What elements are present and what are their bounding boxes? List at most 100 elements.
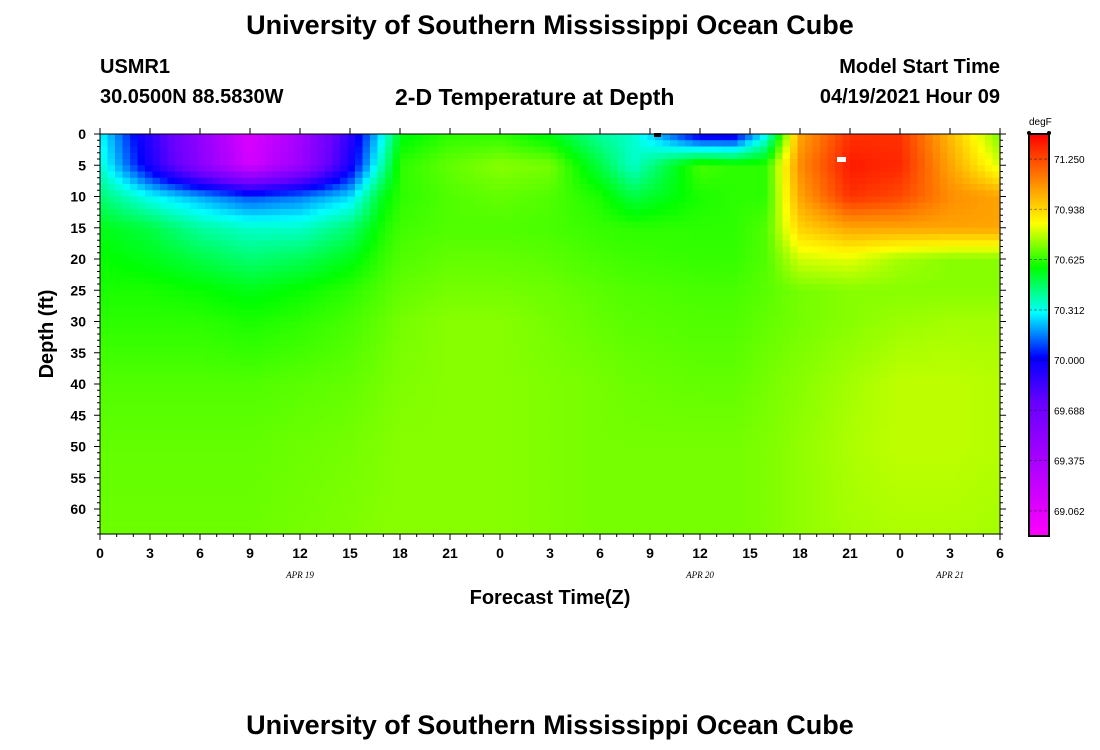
heatmap-cell (535, 327, 544, 335)
heatmap-cell (115, 365, 124, 373)
heatmap-cell (295, 221, 304, 229)
heatmap-cell (677, 221, 686, 229)
heatmap-cell (415, 215, 424, 223)
heatmap-cell (310, 184, 319, 191)
heatmap-cell (497, 227, 506, 235)
heatmap-cell (827, 252, 836, 260)
heatmap-cell (415, 202, 424, 210)
heatmap-cell (482, 252, 491, 260)
heatmap-cell (347, 390, 356, 398)
heatmap-cell (175, 246, 184, 254)
heatmap-cell (370, 140, 379, 148)
heatmap-cell (677, 171, 686, 179)
heatmap-cell (145, 284, 154, 291)
heatmap-cell (662, 252, 671, 260)
heatmap-cell (452, 296, 461, 304)
heatmap-cell (595, 377, 604, 385)
heatmap-cell (820, 215, 829, 223)
heatmap-cell (310, 284, 319, 291)
heatmap-cell (235, 384, 244, 391)
heatmap-cell (152, 196, 161, 204)
heatmap-cell (910, 346, 919, 354)
heatmap-cell (430, 271, 439, 279)
heatmap-cell (835, 240, 844, 248)
heatmap-cell (782, 321, 791, 329)
heatmap-cell (842, 302, 851, 310)
heatmap-cell (100, 346, 109, 354)
heatmap-cell (475, 371, 484, 379)
heatmap-cell (295, 377, 304, 385)
heatmap-cell (220, 265, 229, 273)
heatmap-cell (325, 146, 334, 154)
heatmap-cell (242, 240, 251, 248)
heatmap-cell (115, 284, 124, 291)
heatmap-cell (490, 327, 499, 335)
heatmap-cell (475, 309, 484, 316)
heatmap-cell (265, 377, 274, 385)
heatmap-cell (167, 252, 176, 260)
heatmap-cell (205, 315, 214, 323)
heatmap-cell (475, 346, 484, 354)
heatmap-cell (850, 246, 859, 254)
heatmap-cell (910, 359, 919, 366)
heatmap-cell (722, 246, 731, 254)
heatmap-cell (722, 334, 731, 341)
heatmap-cell (902, 234, 911, 241)
heatmap-cell (407, 377, 416, 385)
heatmap-cell (182, 134, 191, 141)
heatmap-cell (595, 296, 604, 304)
heatmap-cell (355, 359, 364, 366)
heatmap-cell (212, 190, 221, 198)
heatmap-cell (730, 284, 739, 291)
heatmap-cell (865, 265, 874, 273)
heatmap-cell (137, 190, 146, 198)
heatmap-cell (302, 209, 311, 216)
heatmap-cell (205, 252, 214, 260)
heatmap-cell (257, 165, 266, 173)
heatmap-cell (737, 346, 746, 354)
heatmap-cell (325, 177, 334, 185)
heatmap-cell (887, 384, 896, 391)
heatmap-cell (647, 290, 656, 298)
heatmap-cell (445, 252, 454, 260)
heatmap-cell (797, 365, 806, 373)
heatmap-cell (377, 271, 386, 279)
heatmap-cell (475, 202, 484, 210)
heatmap-cell (745, 209, 754, 216)
heatmap-cell (377, 359, 386, 366)
heatmap-cell (655, 190, 664, 198)
heatmap-cell (557, 221, 566, 229)
heatmap-cell (962, 146, 971, 154)
heatmap-cell (437, 340, 446, 348)
heatmap-cell (827, 227, 836, 235)
heatmap-cell (962, 134, 971, 141)
heatmap-cell (160, 327, 169, 335)
heatmap-cell (400, 390, 409, 398)
heatmap-cell (130, 327, 139, 335)
heatmap-cell (962, 227, 971, 235)
heatmap-cell (662, 340, 671, 348)
heatmap-cell (175, 302, 184, 310)
heatmap-cell (227, 321, 236, 329)
heatmap-cell (415, 284, 424, 291)
heatmap-cell (280, 377, 289, 385)
heatmap-cell (272, 234, 281, 241)
heatmap-cell (700, 159, 709, 166)
heatmap-cell (437, 190, 446, 198)
heatmap-cell (550, 190, 559, 198)
heatmap-cell (632, 271, 641, 279)
heatmap-cell (355, 346, 364, 354)
heatmap-cell (782, 346, 791, 354)
heatmap-cell (985, 277, 994, 285)
heatmap-cell (670, 334, 679, 341)
heatmap-cell (197, 277, 206, 285)
heatmap-cell (610, 346, 619, 354)
heatmap-cell (790, 334, 799, 341)
heatmap-cell (985, 271, 994, 279)
heatmap-cell (820, 377, 829, 385)
heatmap-cell (790, 371, 799, 379)
heatmap-cell (655, 321, 664, 329)
heatmap-cell (287, 321, 296, 329)
heatmap-cell (130, 346, 139, 354)
heatmap-cell (985, 159, 994, 166)
